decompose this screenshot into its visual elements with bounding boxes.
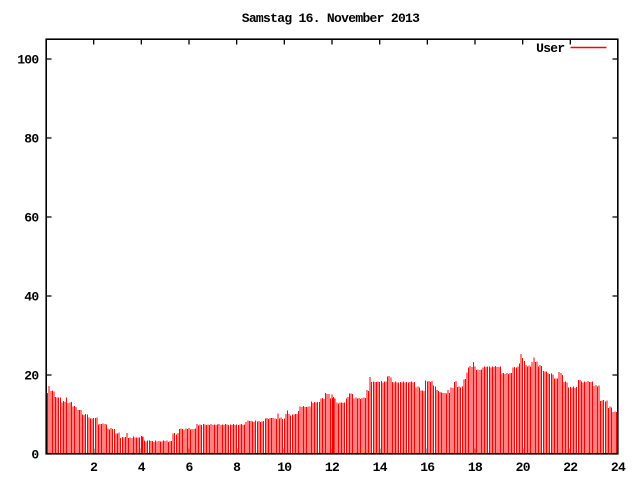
svg-text:12: 12	[325, 460, 340, 475]
svg-text:8: 8	[233, 460, 241, 475]
svg-text:100: 100	[17, 53, 39, 68]
svg-text:10: 10	[277, 460, 292, 475]
svg-text:24: 24	[611, 460, 626, 475]
svg-text:20: 20	[516, 460, 531, 475]
svg-text:6: 6	[185, 460, 193, 475]
svg-text:22: 22	[563, 460, 578, 475]
svg-text:20: 20	[24, 369, 39, 384]
svg-text:User: User	[536, 41, 564, 56]
svg-text:16: 16	[420, 460, 435, 475]
svg-text:80: 80	[24, 132, 39, 147]
svg-text:4: 4	[138, 460, 146, 475]
svg-text:Samstag 16. November 2013: Samstag 16. November 2013	[242, 11, 420, 26]
svg-text:14: 14	[373, 460, 388, 475]
svg-text:60: 60	[24, 211, 39, 226]
svg-text:18: 18	[468, 460, 483, 475]
svg-text:2: 2	[90, 460, 98, 475]
svg-text:40: 40	[24, 290, 39, 305]
svg-text:0: 0	[31, 448, 39, 463]
